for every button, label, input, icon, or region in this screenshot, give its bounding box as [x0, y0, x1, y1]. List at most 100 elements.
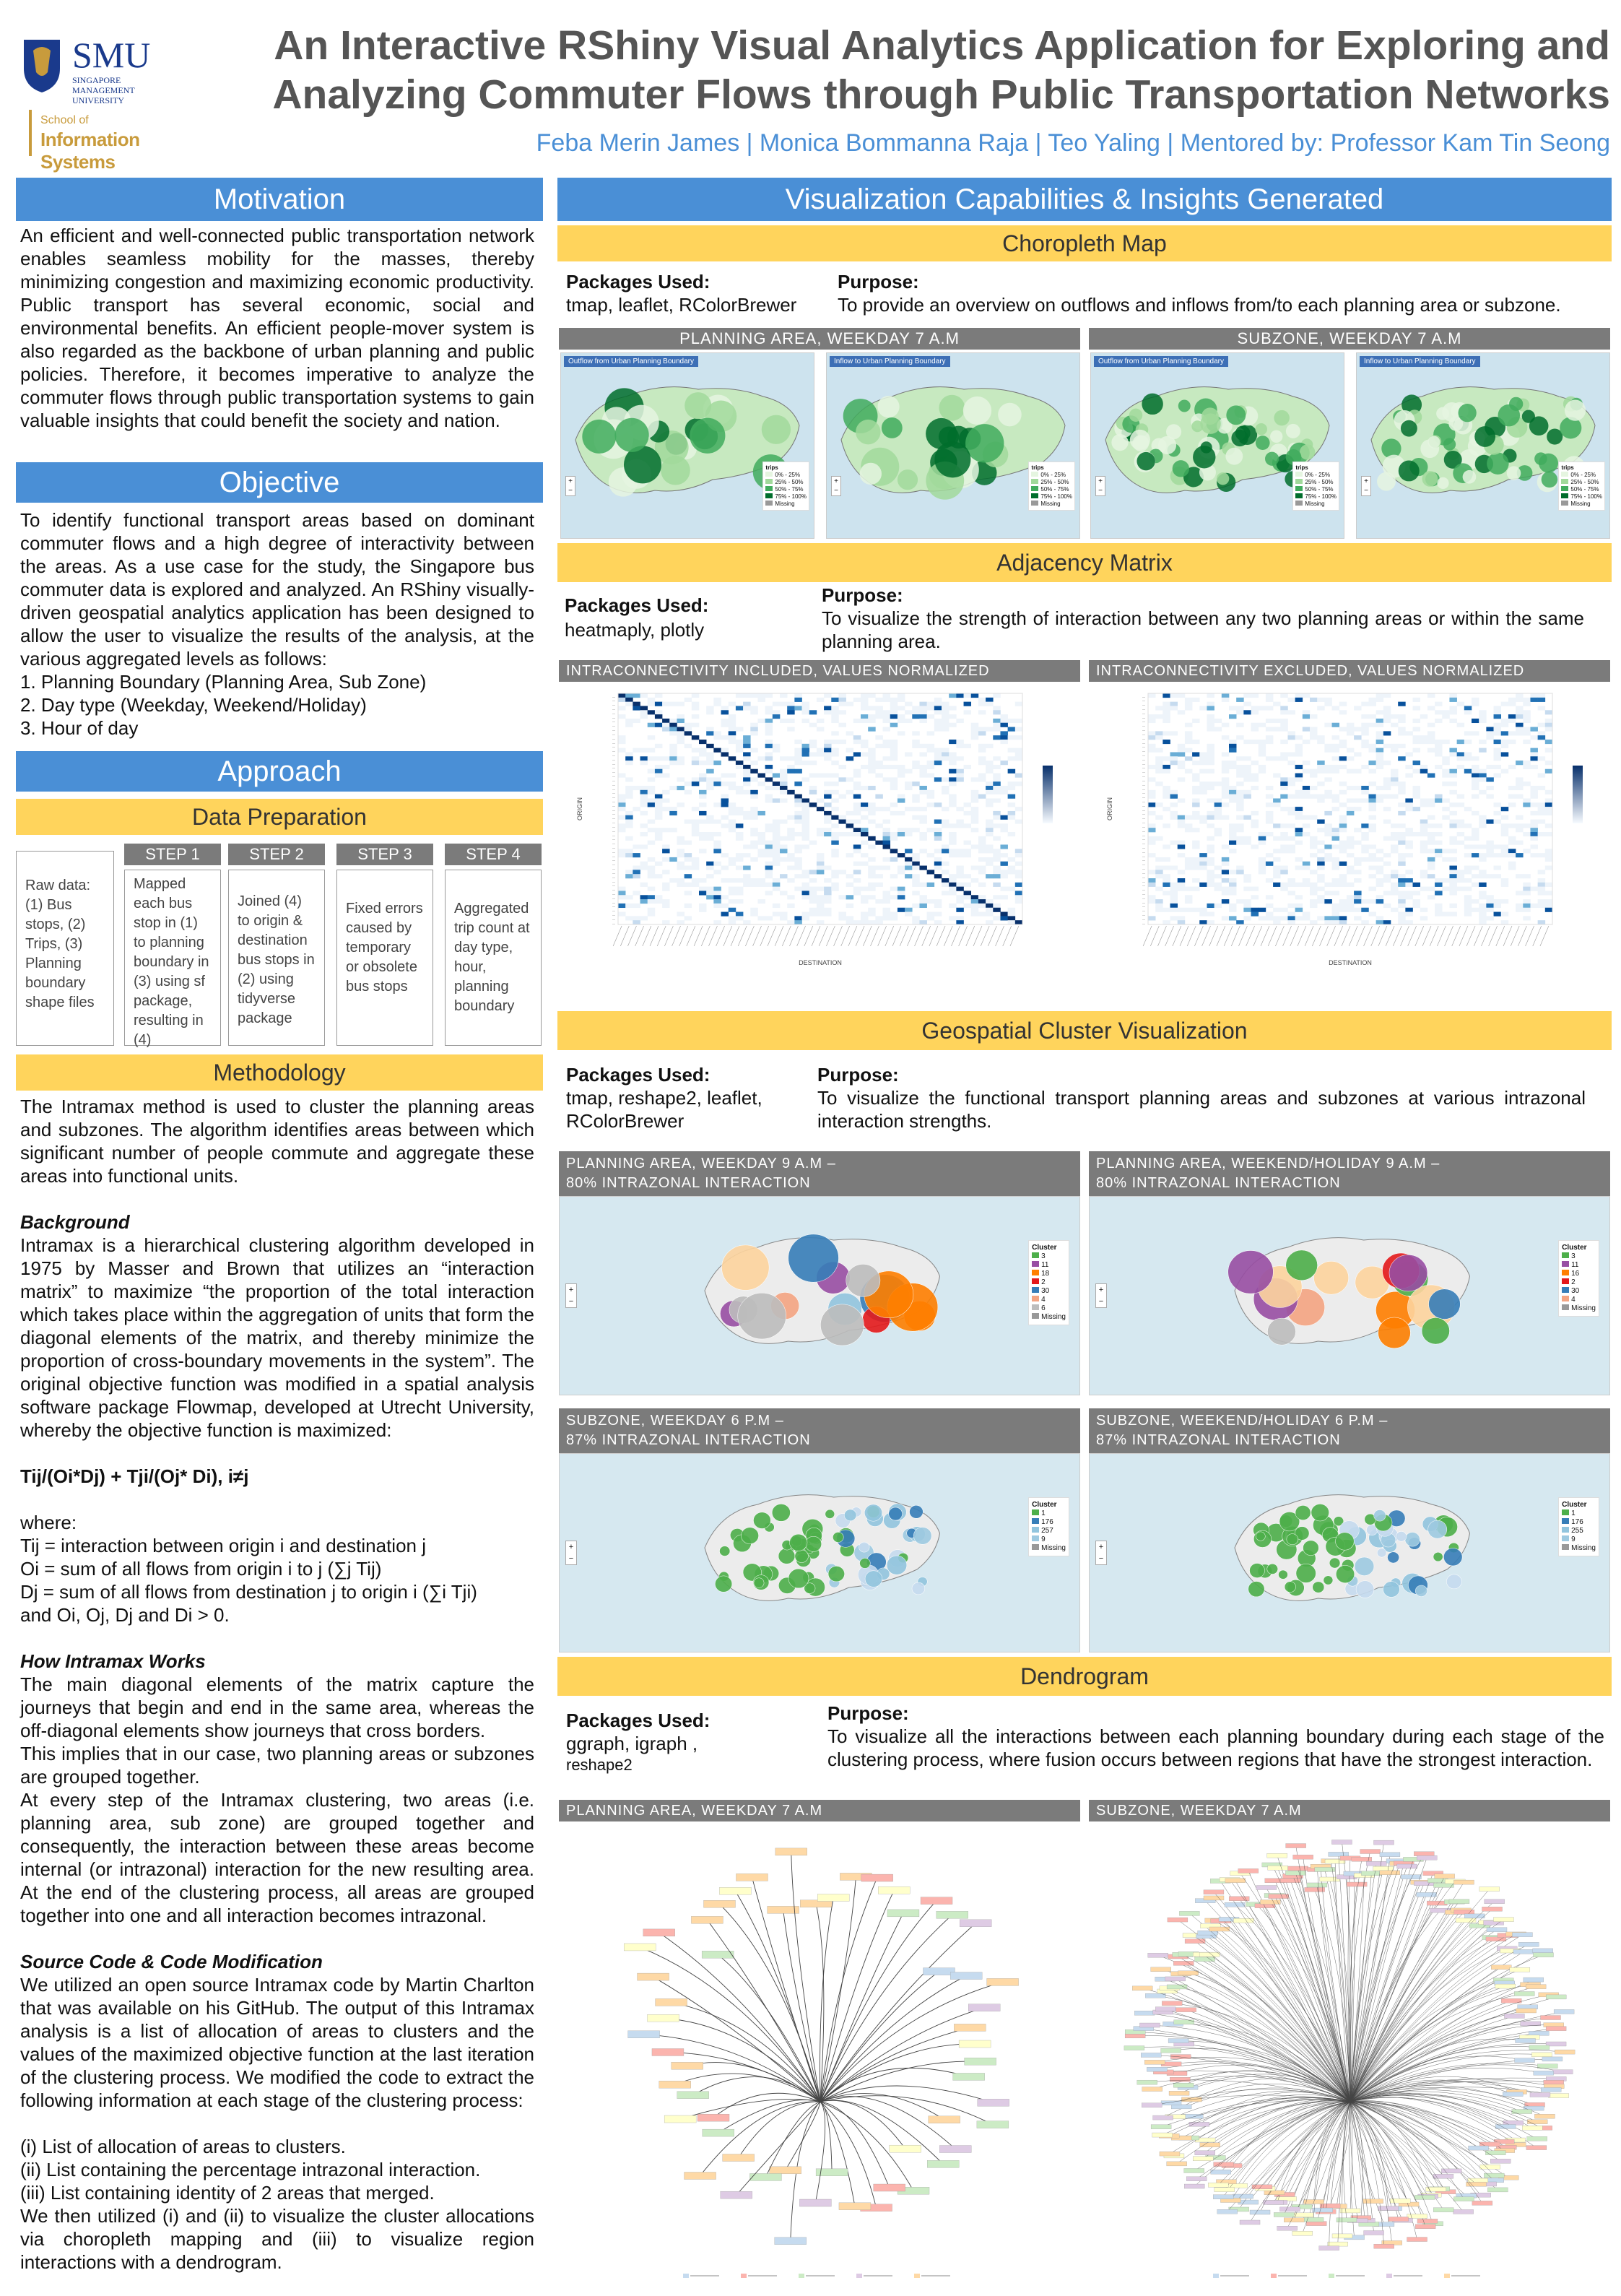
- choro-purpose-heading: Purpose:: [838, 271, 919, 293]
- map-legend: trips 0% - 25% 25% - 50% 50% - 75% 75% - 100…: [1292, 462, 1339, 511]
- svg-text:—: —: [612, 716, 615, 719]
- how-title: How Intramax Works: [20, 1650, 206, 1672]
- map-legend: trips 0% - 25% 25% - 50% 50% - 75% 75% - 100…: [1028, 462, 1075, 511]
- geo-pkg-heading: Packages Used:: [566, 1064, 710, 1086]
- geo-map-label: PLANNING AREA, WEEKEND/HOLIDAY 9 A.M –80…: [1089, 1151, 1610, 1196]
- svg-text:—: —: [1142, 922, 1145, 925]
- adj-purpose-text: To visualize the strength of interaction…: [822, 607, 1584, 652]
- source-title: Source Code & Code Modification: [20, 1951, 323, 1972]
- choro-left-label: PLANNING AREA, WEEKDAY 7 A.M: [559, 328, 1080, 350]
- cluster-map[interactable]: Cluster 1 176 255 9 Missing + −: [1089, 1453, 1610, 1652]
- svg-text:—: —: [1142, 800, 1145, 803]
- svg-text:—: —: [612, 829, 615, 833]
- zoom-control[interactable]: + −: [1361, 476, 1371, 496]
- choropleth-map[interactable]: Inflow to Urban Planning Boundary trips 0%…: [1356, 352, 1610, 539]
- svg-text:—: —: [612, 813, 615, 816]
- svg-text:—: —: [1142, 787, 1145, 791]
- step-4-box: Aggregated trip count at day type, hour,…: [445, 870, 542, 1046]
- svg-text:—: —: [1142, 720, 1145, 724]
- zoom-control[interactable]: + −: [565, 476, 575, 496]
- svg-text:—: —: [612, 758, 615, 761]
- svg-text:—: —: [612, 728, 615, 732]
- choro-pkg-heading: Packages Used:: [566, 271, 710, 293]
- svg-text:—: —: [612, 917, 615, 921]
- svg-text:—: —: [1142, 817, 1145, 820]
- cluster-legend: Cluster 3 11 16 2 30 4 Missing: [1558, 1240, 1599, 1317]
- svg-text:—: —: [612, 880, 615, 883]
- svg-text:—: —: [612, 825, 615, 828]
- svg-text:—: —: [612, 909, 615, 913]
- svg-text:—: —: [612, 749, 615, 753]
- svg-text:—: —: [1142, 737, 1145, 740]
- svg-text:—: —: [1142, 795, 1145, 799]
- svg-text:—: —: [612, 804, 615, 807]
- cluster-map[interactable]: Cluster 1 176 257 9 Missing + −: [559, 1453, 1080, 1652]
- cluster-map[interactable]: Cluster 3 11 18 2 30 4 6 Missing + −: [559, 1196, 1080, 1395]
- svg-text:—: —: [1142, 732, 1145, 736]
- choropleth-map[interactable]: Outflow from Urban Planning Boundary trip…: [1090, 352, 1344, 539]
- page-title-line1: An Interactive RShiny Visual Analytics A…: [274, 22, 1610, 69]
- svg-text:—: —: [612, 707, 615, 711]
- svg-text:—: —: [1142, 901, 1145, 904]
- svg-text:—: —: [612, 792, 615, 795]
- svg-text:—: —: [612, 737, 615, 740]
- svg-text:—: —: [612, 850, 615, 854]
- cluster-legend: Cluster 1 176 257 9 Missing: [1028, 1497, 1069, 1556]
- objective-item-1: 1. Planning Boundary (Planning Area, Sub…: [20, 671, 427, 693]
- map-caption: Inflow to Urban Planning Boundary: [830, 356, 950, 367]
- step-3-box: Fixed errors caused by temporary or obso…: [336, 870, 433, 1046]
- choro-right-label: SUBZONE, WEEKDAY 7 A.M: [1089, 328, 1610, 350]
- dendro-left-label: PLANNING AREA, WEEKDAY 7 A.M: [559, 1800, 1080, 1821]
- choropleth-map[interactable]: Outflow from Urban Planning Boundary trip…: [560, 352, 814, 539]
- dendrogram-planning-area: [623, 1847, 1019, 2278]
- geo-map-label: SUBZONE, WEEKDAY 6 P.M –87% INTRAZONAL I…: [559, 1408, 1080, 1453]
- svg-text:—: —: [1142, 711, 1145, 715]
- zoom-control[interactable]: + −: [1095, 1283, 1107, 1308]
- map-legend: trips 0% - 25% 25% - 50% 50% - 75% 75% - 100…: [1558, 462, 1605, 511]
- choro-pkg-text: tmap, leaflet, RColorBrewer: [566, 294, 797, 316]
- svg-text:—: —: [612, 838, 615, 841]
- svg-text:—: —: [612, 905, 615, 909]
- svg-text:—: —: [612, 732, 615, 736]
- svg-text:—: —: [612, 741, 615, 745]
- svg-text:—: —: [1142, 728, 1145, 732]
- geo-map-label: SUBZONE, WEEKEND/HOLIDAY 6 P.M –87% INTR…: [1089, 1408, 1610, 1453]
- adj-pkg-heading: Packages Used:: [565, 594, 709, 616]
- raw-data-box: Raw data: (1) Bus stops, (2) Trips, (3) …: [16, 851, 114, 1046]
- source-text: We utilized an open source Intramax code…: [20, 1974, 534, 2111]
- map-legend: trips 0% - 25% 25% - 50% 50% - 75% 75% - 100…: [762, 462, 809, 511]
- zoom-control[interactable]: + −: [831, 476, 841, 496]
- choropleth-map[interactable]: Inflow to Urban Planning Boundary trips 0%…: [826, 352, 1080, 539]
- motivation-header: Motivation: [16, 178, 543, 221]
- svg-text:—: —: [612, 854, 615, 858]
- geo-map-label: PLANNING AREA, WEEKDAY 9 A.M –80% INTRAZ…: [559, 1151, 1080, 1196]
- cluster-map[interactable]: Cluster 3 11 16 2 30 4 Missing + −: [1089, 1196, 1610, 1395]
- zoom-control[interactable]: + −: [565, 1541, 577, 1565]
- zoom-control[interactable]: + −: [1095, 476, 1105, 496]
- dendro-pkg-text: ggraph, igraph ,: [566, 1733, 698, 1754]
- svg-text:—: —: [612, 841, 615, 845]
- map-caption: Inflow to Urban Planning Boundary: [1360, 356, 1480, 367]
- svg-text:—: —: [1142, 867, 1145, 870]
- svg-text:—: —: [1142, 695, 1145, 698]
- svg-text:—: —: [612, 833, 615, 837]
- svg-text:—: —: [1142, 749, 1145, 753]
- svg-text:—: —: [612, 817, 615, 820]
- zoom-control[interactable]: + −: [1095, 1541, 1107, 1565]
- svg-text:—: —: [612, 753, 615, 757]
- map-caption: Outflow from Urban Planning Boundary: [564, 356, 698, 367]
- def-2: Oi = sum of all flows from origin i to j…: [20, 1558, 382, 1580]
- svg-text:—: —: [612, 892, 615, 896]
- objective-item-2: 2. Day type (Weekday, Weekend/Holiday): [20, 694, 367, 716]
- source-item-2: (ii) List containing the percentage intr…: [20, 2159, 481, 2180]
- logo-name: SMU: [72, 35, 151, 75]
- cluster-legend: Cluster 1 176 255 9 Missing: [1558, 1497, 1599, 1556]
- heatmap-included: ————————————————————————————————————————…: [560, 686, 1080, 1000]
- svg-text:—: —: [612, 762, 615, 766]
- svg-text:—: —: [612, 774, 615, 778]
- choro-purpose-text: To provide an overview on outflows and i…: [838, 294, 1561, 316]
- viz-header: Visualization Capabilities & Insights Ge…: [557, 178, 1612, 221]
- zoom-control[interactable]: + −: [565, 1283, 577, 1308]
- svg-text:—: —: [612, 871, 615, 875]
- svg-text:—: —: [1142, 820, 1145, 824]
